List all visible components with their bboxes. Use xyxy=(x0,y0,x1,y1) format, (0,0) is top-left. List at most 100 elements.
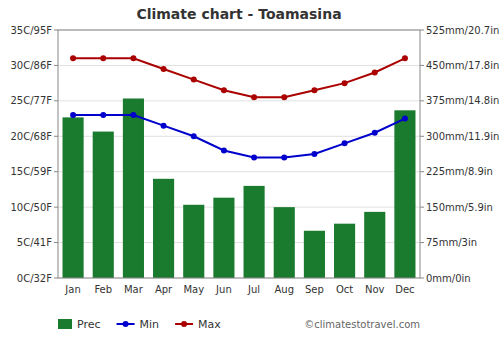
y-tick-label: 5C/41F xyxy=(17,237,52,248)
y2-tick-label: 300mm/11.9in xyxy=(426,131,499,142)
marker xyxy=(191,133,197,139)
marker xyxy=(130,55,136,61)
y2-tick xyxy=(420,65,424,66)
annotation: ©climatestotravel.com xyxy=(304,319,420,330)
y2-tick xyxy=(420,207,424,208)
bar xyxy=(153,179,174,278)
bar xyxy=(183,205,204,278)
bar xyxy=(334,224,355,278)
y2-tick xyxy=(420,30,424,31)
marker xyxy=(311,87,317,93)
marker xyxy=(402,116,408,122)
legend-swatch xyxy=(58,319,72,329)
y-tick xyxy=(54,100,58,101)
y-tick-label: 30C/86F xyxy=(10,60,52,71)
x-tick-label: Apr xyxy=(155,284,173,295)
marker xyxy=(100,55,106,61)
y2-tick xyxy=(420,278,424,279)
marker xyxy=(161,123,167,129)
line xyxy=(73,58,405,97)
line xyxy=(73,115,405,158)
x-tick-label: Mar xyxy=(124,284,144,295)
bar xyxy=(63,117,84,278)
marker xyxy=(281,155,287,161)
marker xyxy=(251,94,257,100)
grid-line xyxy=(58,100,420,101)
y2-tick xyxy=(420,100,424,101)
legend-label: Prec xyxy=(77,318,101,331)
bar xyxy=(244,186,265,278)
marks xyxy=(63,55,416,278)
marker xyxy=(311,151,317,157)
x-tick-label: Dec xyxy=(395,284,414,295)
marker xyxy=(70,112,76,118)
marker xyxy=(130,112,136,118)
y2-tick-label: 150mm/5.9in xyxy=(426,202,493,213)
marker xyxy=(402,55,408,61)
legend-label: Min xyxy=(140,318,160,331)
bar xyxy=(213,198,234,278)
y-tick-label: 20C/68F xyxy=(10,131,52,142)
y2-tick xyxy=(420,171,424,172)
marker xyxy=(251,155,257,161)
y2-tick-label: 450mm/17.8in xyxy=(426,60,499,71)
legend-marker xyxy=(123,321,129,327)
plot-frame xyxy=(58,30,420,278)
bar xyxy=(274,207,295,278)
x-tick-label: Jan xyxy=(64,284,80,295)
axes: 0C/32F 5C/41F 10C/50F 15C/59F 20C/68F 25C/77F… xyxy=(10,25,499,296)
y-tick-label: 25C/77F xyxy=(10,95,52,106)
marker xyxy=(372,70,378,76)
y-tick-label: 35C/95F xyxy=(10,25,52,36)
y2-tick-label: 0mm/0in xyxy=(426,273,471,284)
legend-marker xyxy=(181,321,187,327)
y2-tick xyxy=(420,242,424,243)
y-tick xyxy=(54,136,58,137)
bar xyxy=(123,98,144,278)
legend-item: Prec xyxy=(58,318,101,331)
y-tick-label: 0C/32F xyxy=(17,273,52,284)
bar xyxy=(304,231,325,278)
grid-line xyxy=(58,65,420,66)
y-tick xyxy=(54,207,58,208)
legend: Prec Min Max xyxy=(58,318,221,331)
y2-tick-label: 375mm/14.8in xyxy=(426,95,499,106)
marker xyxy=(372,130,378,136)
x-tick-label: Jul xyxy=(247,284,260,295)
y-tick-label: 15C/59F xyxy=(10,166,52,177)
legend-item: Max xyxy=(175,318,221,331)
y2-tick-label: 225mm/8.9in xyxy=(426,166,493,177)
y-tick xyxy=(54,30,58,31)
bar xyxy=(93,132,114,278)
marker xyxy=(161,66,167,72)
x-tick-label: Jun xyxy=(215,284,232,295)
y2-tick-label: 75mm/3in xyxy=(426,237,477,248)
x-tick-label: May xyxy=(183,284,204,295)
x-tick-label: Sep xyxy=(305,284,324,295)
chart: Climate chart - Toamasina 0C/32F 5C/41F 10C… xyxy=(0,0,500,350)
x-tick-label: Oct xyxy=(336,284,353,295)
y2-tick xyxy=(420,136,424,137)
y-tick-label: 10C/50F xyxy=(10,202,52,213)
legend-item: Min xyxy=(117,318,160,331)
marker xyxy=(70,55,76,61)
marker xyxy=(221,87,227,93)
x-tick-label: Feb xyxy=(94,284,112,295)
bar xyxy=(364,212,385,278)
y-tick xyxy=(54,278,58,279)
marker xyxy=(221,147,227,153)
marker xyxy=(281,94,287,100)
bar xyxy=(394,110,415,278)
x-tick-label: Nov xyxy=(365,284,385,295)
x-tick-label: Aug xyxy=(274,284,294,295)
y-tick xyxy=(54,242,58,243)
marker xyxy=(342,80,348,86)
y-tick xyxy=(54,65,58,66)
marker xyxy=(342,140,348,146)
y-tick xyxy=(54,171,58,172)
legend-label: Max xyxy=(198,318,221,331)
marker xyxy=(191,77,197,83)
marker xyxy=(100,112,106,118)
title: Climate chart - Toamasina xyxy=(136,6,341,22)
grid xyxy=(58,30,420,278)
